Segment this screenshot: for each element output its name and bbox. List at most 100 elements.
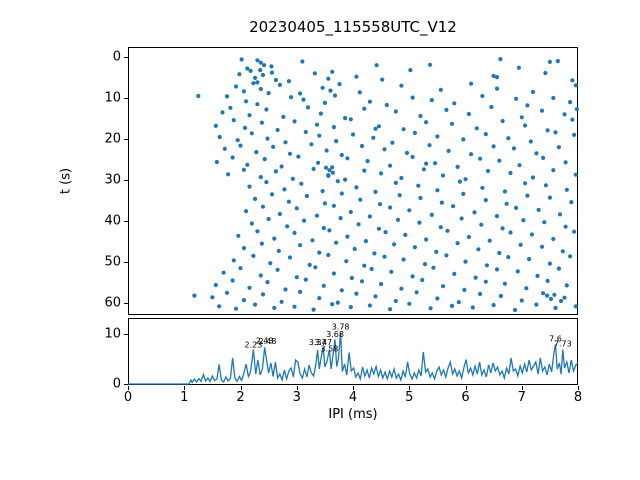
scatter-point <box>326 252 331 258</box>
scatter-point <box>502 281 507 286</box>
scatter-point <box>401 257 406 262</box>
scatter-point <box>466 234 471 240</box>
peak-annotation: 3.37 <box>309 338 327 347</box>
scatter-point <box>251 81 256 86</box>
scatter-point <box>374 63 379 68</box>
scatter-point <box>348 305 353 310</box>
scatter-point <box>424 120 429 125</box>
scatter-point <box>266 216 271 222</box>
scatter-point <box>479 222 484 227</box>
scatter-point <box>470 305 475 310</box>
scatter-point <box>272 236 277 241</box>
scatter-point <box>551 95 556 101</box>
peak-annotation: 3.58 <box>320 345 338 354</box>
scatter-point <box>480 185 485 190</box>
scatter-point <box>317 133 322 138</box>
scatter-point <box>412 245 417 250</box>
scatter-point <box>213 282 218 288</box>
scatter-point <box>372 251 377 256</box>
scatter-point <box>547 261 552 266</box>
scatter-point <box>330 165 335 170</box>
scatter-point <box>330 69 335 74</box>
scatter-point <box>228 105 233 110</box>
scatter-point <box>334 240 339 245</box>
scatter-point <box>562 295 567 300</box>
scatter-point <box>407 208 412 213</box>
scatter-point <box>484 263 489 268</box>
scatter-point <box>233 84 239 89</box>
scatter-point <box>248 68 253 73</box>
ipi-histogram-axes: 2.23 2.43 2.48 3.37 3.47 3.58 3.68 3.78 7.6 7.73 <box>128 318 579 385</box>
scatter-point <box>483 132 488 137</box>
scatter-point <box>330 170 335 175</box>
scatter-point <box>260 292 266 297</box>
scatter-point <box>393 298 398 304</box>
scatter-point <box>517 163 522 168</box>
scatter-point <box>525 193 530 198</box>
y-tick-mark <box>124 384 128 385</box>
scatter-point <box>260 204 266 209</box>
scatter-point <box>463 177 468 182</box>
scatter-point <box>317 296 322 301</box>
scatter-point <box>239 57 244 62</box>
scatter-point <box>272 305 277 310</box>
scatter-point <box>377 202 383 207</box>
y-tick-mark <box>124 262 128 263</box>
scatter-point <box>500 118 505 124</box>
scatter-point <box>356 222 361 227</box>
scatter-point <box>446 148 451 153</box>
scatter-point <box>560 249 565 254</box>
scatter-point <box>514 96 519 101</box>
scatter-point <box>548 296 554 301</box>
scatter-point <box>502 189 507 194</box>
scatter-point <box>359 279 365 284</box>
scatter-point <box>516 65 521 70</box>
scatter-point <box>314 213 320 218</box>
y-tick-label: 20 <box>104 131 121 147</box>
scatter-point <box>462 287 467 292</box>
scatter-point <box>323 165 329 170</box>
scatter-point <box>563 224 568 229</box>
scatter-point <box>410 95 415 100</box>
scatter-point <box>433 161 438 166</box>
scatter-point <box>429 212 434 217</box>
scatter-point <box>506 136 511 141</box>
x-tick-label: 1 <box>180 390 189 405</box>
scatter-point <box>555 59 560 64</box>
scatter-point <box>235 138 240 143</box>
scatter-point <box>258 86 263 92</box>
x-tick-label: 6 <box>461 390 470 405</box>
scatter-point <box>298 289 303 294</box>
y-tick-label: 30 <box>104 172 121 188</box>
scatter-point <box>564 283 569 288</box>
scatter-point <box>483 198 488 203</box>
scatter-point <box>541 155 546 160</box>
scatter-point <box>478 291 483 297</box>
scatter-point <box>277 82 282 87</box>
scatter-plot <box>128 47 579 315</box>
scatter-point <box>551 168 556 173</box>
scatter-point <box>279 164 284 169</box>
scatter-point <box>244 209 249 214</box>
scatter-point <box>515 269 520 274</box>
scatter-point <box>371 135 376 140</box>
scatter-point <box>568 254 573 259</box>
scatter-point <box>363 239 368 244</box>
scatter-point <box>269 64 274 69</box>
scatter-point <box>455 241 460 246</box>
scatter-point <box>310 238 315 243</box>
scatter-point <box>535 273 540 278</box>
scatter-point <box>449 121 455 126</box>
scatter-point <box>491 144 496 149</box>
x-tick-mark <box>521 386 523 390</box>
scatter-point <box>399 175 404 181</box>
scatter-point <box>305 105 311 110</box>
scatter-point <box>382 254 387 259</box>
scatter-point <box>382 147 387 152</box>
scatter-point <box>327 168 332 173</box>
x-tick-mark <box>184 386 186 390</box>
scatter-point <box>313 265 318 270</box>
scatter-point <box>292 119 297 124</box>
scatter-point <box>494 214 500 219</box>
scatter-point <box>354 291 359 296</box>
